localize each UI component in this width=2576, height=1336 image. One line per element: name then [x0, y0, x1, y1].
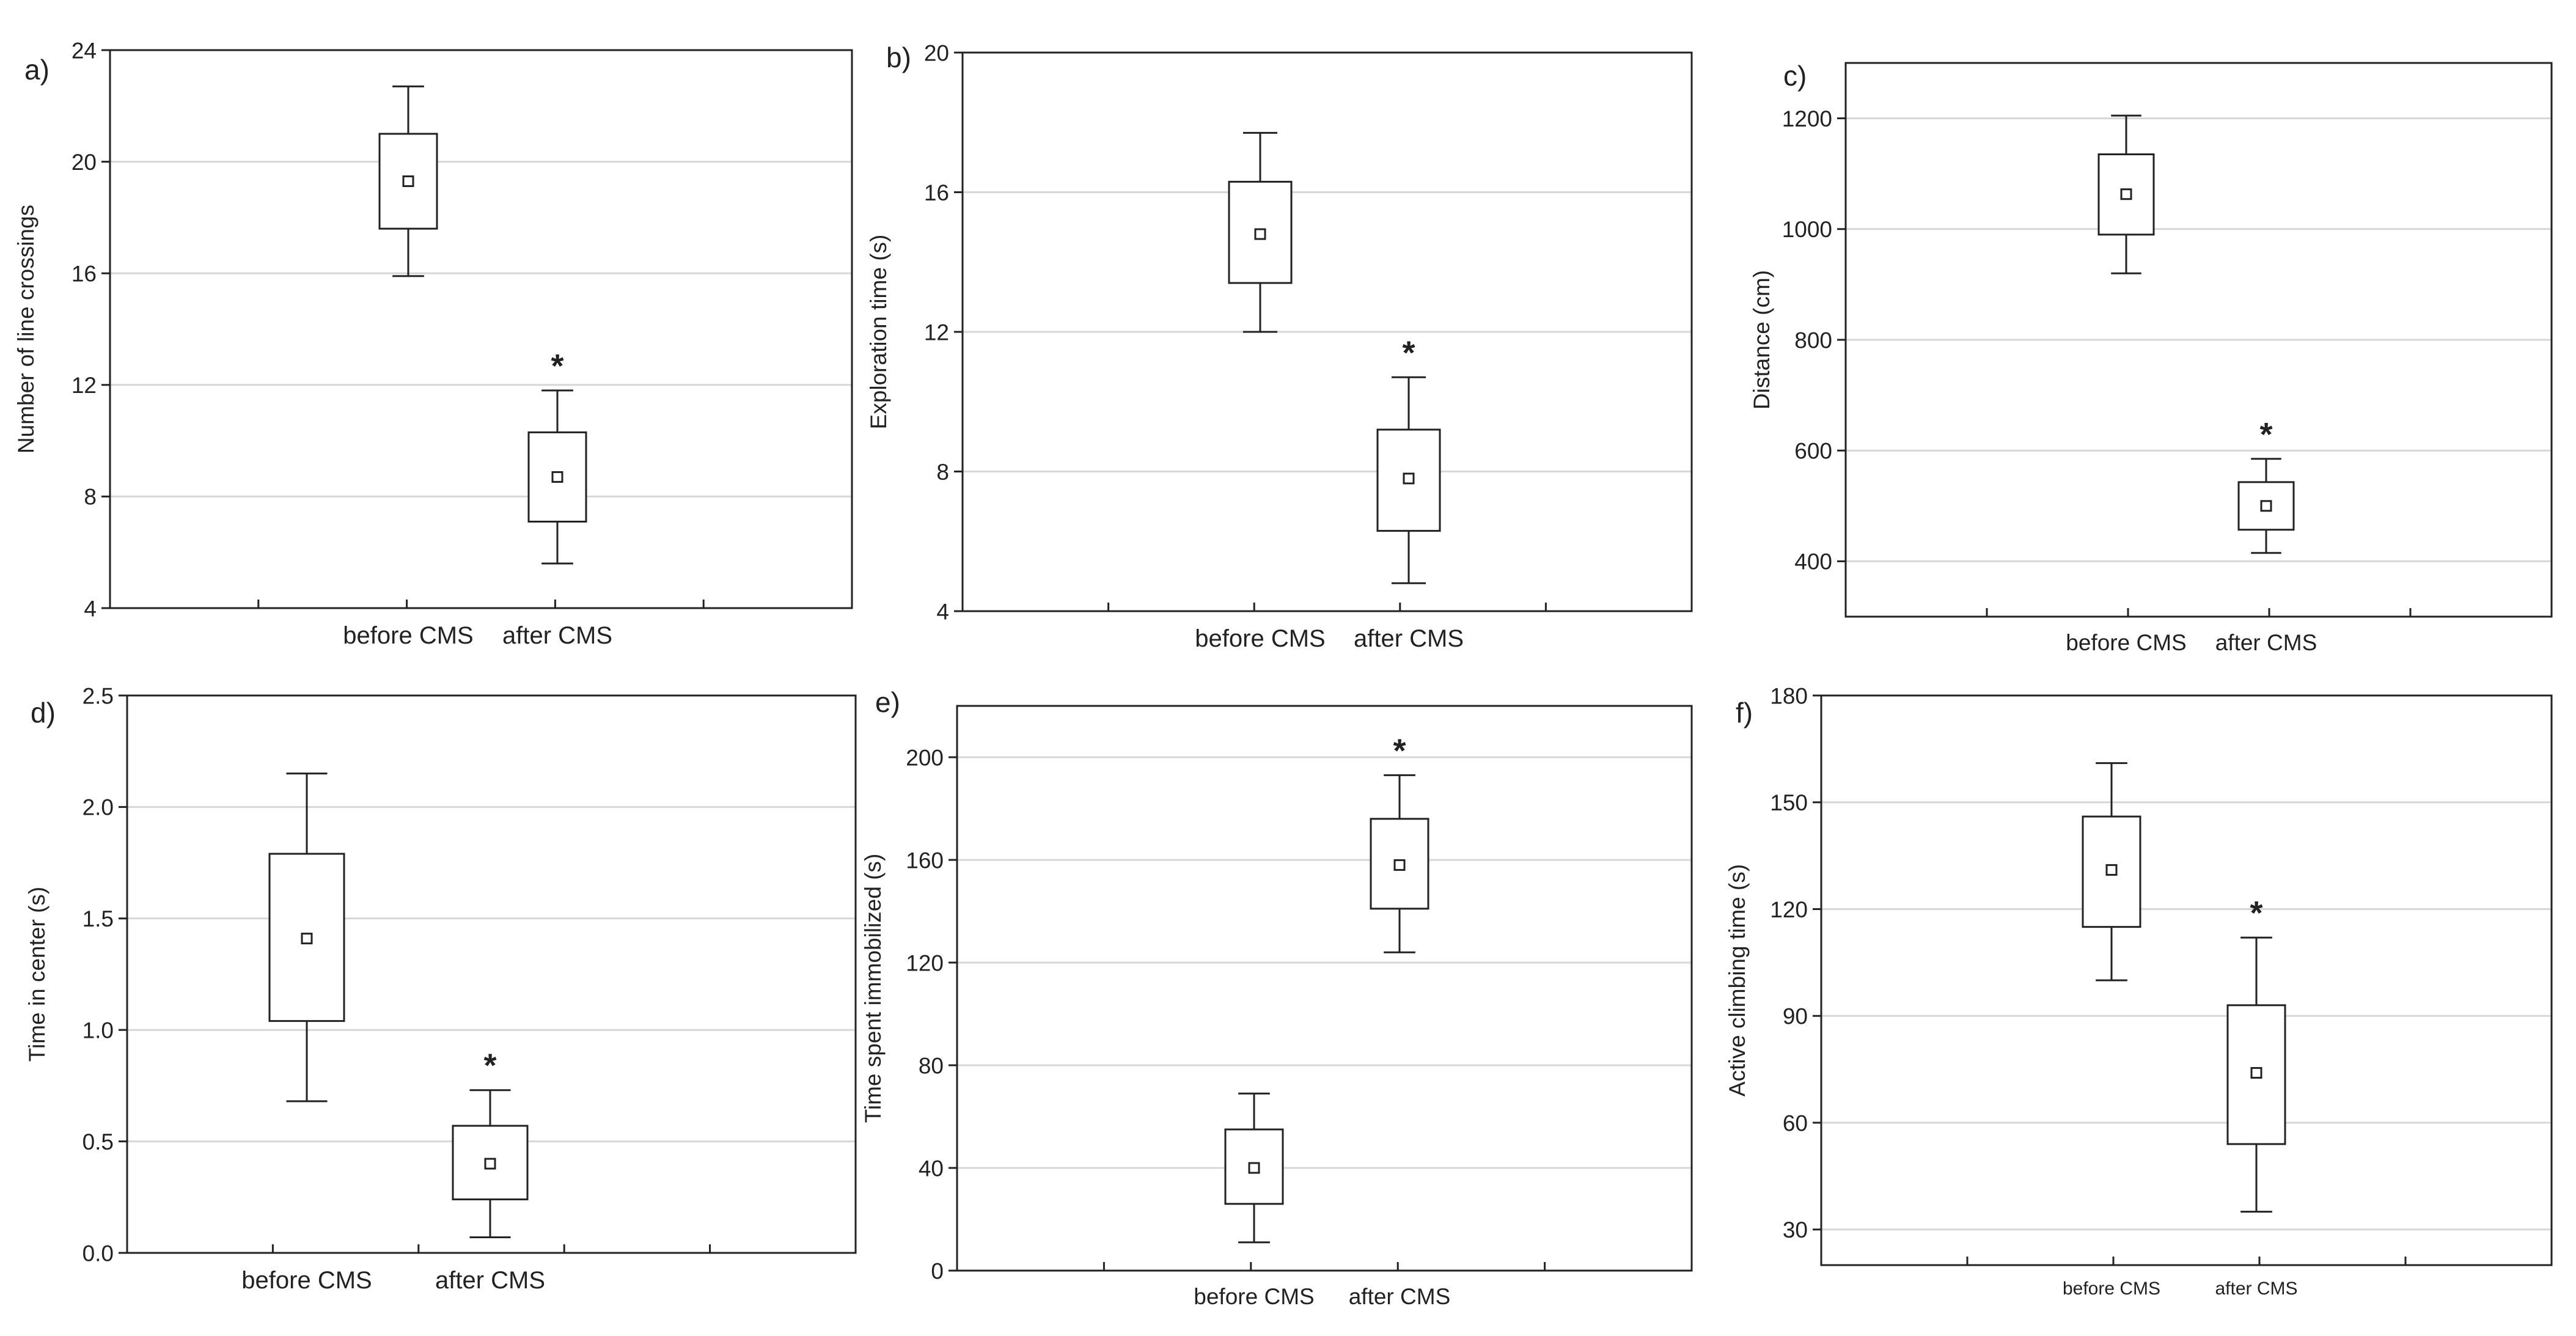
- significance-marker: *: [551, 348, 563, 384]
- y-tick-label: 800: [1794, 328, 1832, 353]
- y-tick-label: 1.5: [83, 906, 114, 931]
- panel-label: e): [875, 686, 900, 718]
- y-tick-label: 12: [924, 320, 949, 345]
- y-tick-label: 600: [1794, 439, 1832, 464]
- mean-marker: [2260, 500, 2272, 512]
- mean-marker: [1403, 472, 1415, 485]
- x-category-label: before CMS: [1195, 625, 1325, 652]
- y-tick-label: 200: [906, 745, 944, 770]
- mean-marker: [1393, 859, 1406, 871]
- y-tick-label: 1200: [1782, 106, 1832, 131]
- y-tick-label: 400: [1794, 549, 1832, 574]
- y-tick-label: 8: [84, 485, 97, 510]
- plot-frame: [109, 49, 853, 609]
- y-tick-label: 40: [919, 1156, 944, 1181]
- y-tick-label: 0: [931, 1258, 944, 1283]
- y-tick-label: 24: [72, 38, 97, 63]
- y-axis-label: Distance (cm): [1749, 270, 1774, 409]
- y-tick-label: 12: [72, 373, 97, 398]
- panel-label: b): [886, 42, 911, 73]
- x-category-label: before CMS: [2066, 630, 2186, 655]
- significance-marker: *: [1402, 334, 1415, 371]
- x-category-label: after CMS: [2215, 1279, 2297, 1299]
- y-tick-label: 16: [924, 180, 949, 205]
- y-tick-label: 60: [1783, 1110, 1808, 1136]
- y-axis-label: Exploration time (s): [866, 235, 891, 430]
- y-tick-label: 180: [1770, 683, 1808, 708]
- y-tick-label: 120: [906, 950, 944, 975]
- chart-panel-e: 0 40 80 120 160 200 Time spent immobilized (s)…: [861, 686, 1693, 1309]
- y-tick-label: 4: [84, 596, 97, 621]
- panel-label: c): [1783, 60, 1807, 92]
- y-tick-label: 2.0: [83, 795, 114, 820]
- panel-label: d): [31, 697, 56, 729]
- y-tick-label: 0.0: [83, 1241, 114, 1266]
- y-tick-label: 8: [936, 460, 949, 485]
- mean-marker: [1254, 228, 1266, 240]
- y-tick-label: 150: [1770, 790, 1808, 815]
- panel-label: a): [24, 54, 50, 86]
- mean-marker: [402, 175, 414, 188]
- box-before: [2097, 114, 2155, 274]
- plot-frame: [1820, 694, 2553, 1266]
- box-after: *: [2237, 416, 2295, 554]
- x-category-label: after CMS: [435, 1267, 545, 1294]
- mean-marker: [1248, 1162, 1260, 1174]
- chart-panel-b: 4 8 12 16 20 Exploration time (s) b) before CMS…: [866, 40, 1693, 652]
- y-tick-label: 2.5: [83, 683, 114, 708]
- box-before: [268, 773, 345, 1103]
- y-tick-label: 1.0: [83, 1018, 114, 1043]
- chart-panel-c: 400 600 800 1000 1200 Distance (cm) c) before C…: [1749, 60, 2553, 655]
- y-axis-label: Active climbing time (s): [1725, 864, 1750, 1096]
- y-tick-label: 20: [72, 150, 97, 175]
- box-before: [1224, 1092, 1284, 1244]
- significance-marker: *: [1393, 732, 1406, 769]
- mean-marker: [301, 933, 313, 945]
- significance-marker: *: [2250, 895, 2262, 931]
- box-before: [378, 85, 438, 277]
- y-tick-label: 16: [72, 262, 97, 287]
- x-category-label: before CMS: [1194, 1284, 1314, 1309]
- y-tick-label: 4: [936, 599, 949, 624]
- y-tick-label: 80: [919, 1053, 944, 1078]
- y-tick-label: 30: [1783, 1217, 1808, 1242]
- chart-panel-a: 4 8 12 16 20 24 Number of line crossings a) befo…: [13, 38, 853, 649]
- x-category-label: after CMS: [1354, 625, 1464, 652]
- box-after: *: [2226, 895, 2286, 1213]
- x-category-label: before CMS: [241, 1267, 372, 1294]
- y-tick-label: 1000: [1782, 217, 1832, 242]
- chart-panel-f: 30 60 90 120 150 180 Active climbing time (s) f…: [1725, 683, 2553, 1299]
- y-tick-label: 160: [906, 848, 944, 873]
- y-tick-label: 20: [924, 40, 949, 65]
- mean-marker: [2105, 864, 2118, 876]
- x-category-label: after CMS: [1349, 1284, 1451, 1309]
- mean-marker: [551, 471, 563, 483]
- mean-marker: [2120, 188, 2132, 200]
- x-category-label: after CMS: [502, 622, 612, 649]
- y-tick-label: 90: [1783, 1004, 1808, 1029]
- x-category-label: after CMS: [2215, 630, 2317, 655]
- box-after: *: [1370, 732, 1429, 953]
- plot-frame: [126, 694, 857, 1254]
- mean-marker: [2250, 1066, 2262, 1079]
- y-axis-label: Time spent immobilized (s): [861, 854, 886, 1123]
- mean-marker: [484, 1158, 496, 1170]
- y-axis-label: Time in center (s): [24, 887, 50, 1062]
- x-category-label: before CMS: [343, 622, 473, 649]
- box-before: [2082, 762, 2141, 982]
- panel-label: f): [1736, 697, 1753, 729]
- box-after: *: [1376, 334, 1441, 584]
- significance-marker: *: [2259, 416, 2272, 453]
- box-after: *: [527, 348, 587, 565]
- box-before: [1228, 131, 1293, 333]
- y-tick-label: 0.5: [83, 1129, 114, 1154]
- x-category-label: before CMS: [2063, 1279, 2160, 1299]
- y-axis-label: Number of line crossings: [13, 205, 39, 453]
- significance-marker: *: [483, 1048, 496, 1084]
- plot-frame: [956, 705, 1693, 1272]
- box-after: *: [452, 1048, 529, 1238]
- y-tick-label: 120: [1770, 897, 1808, 922]
- chart-panel-d: 0.0 0.5 1.0 1.5 2.0 2.5 Time in center (s) d) be…: [24, 683, 857, 1294]
